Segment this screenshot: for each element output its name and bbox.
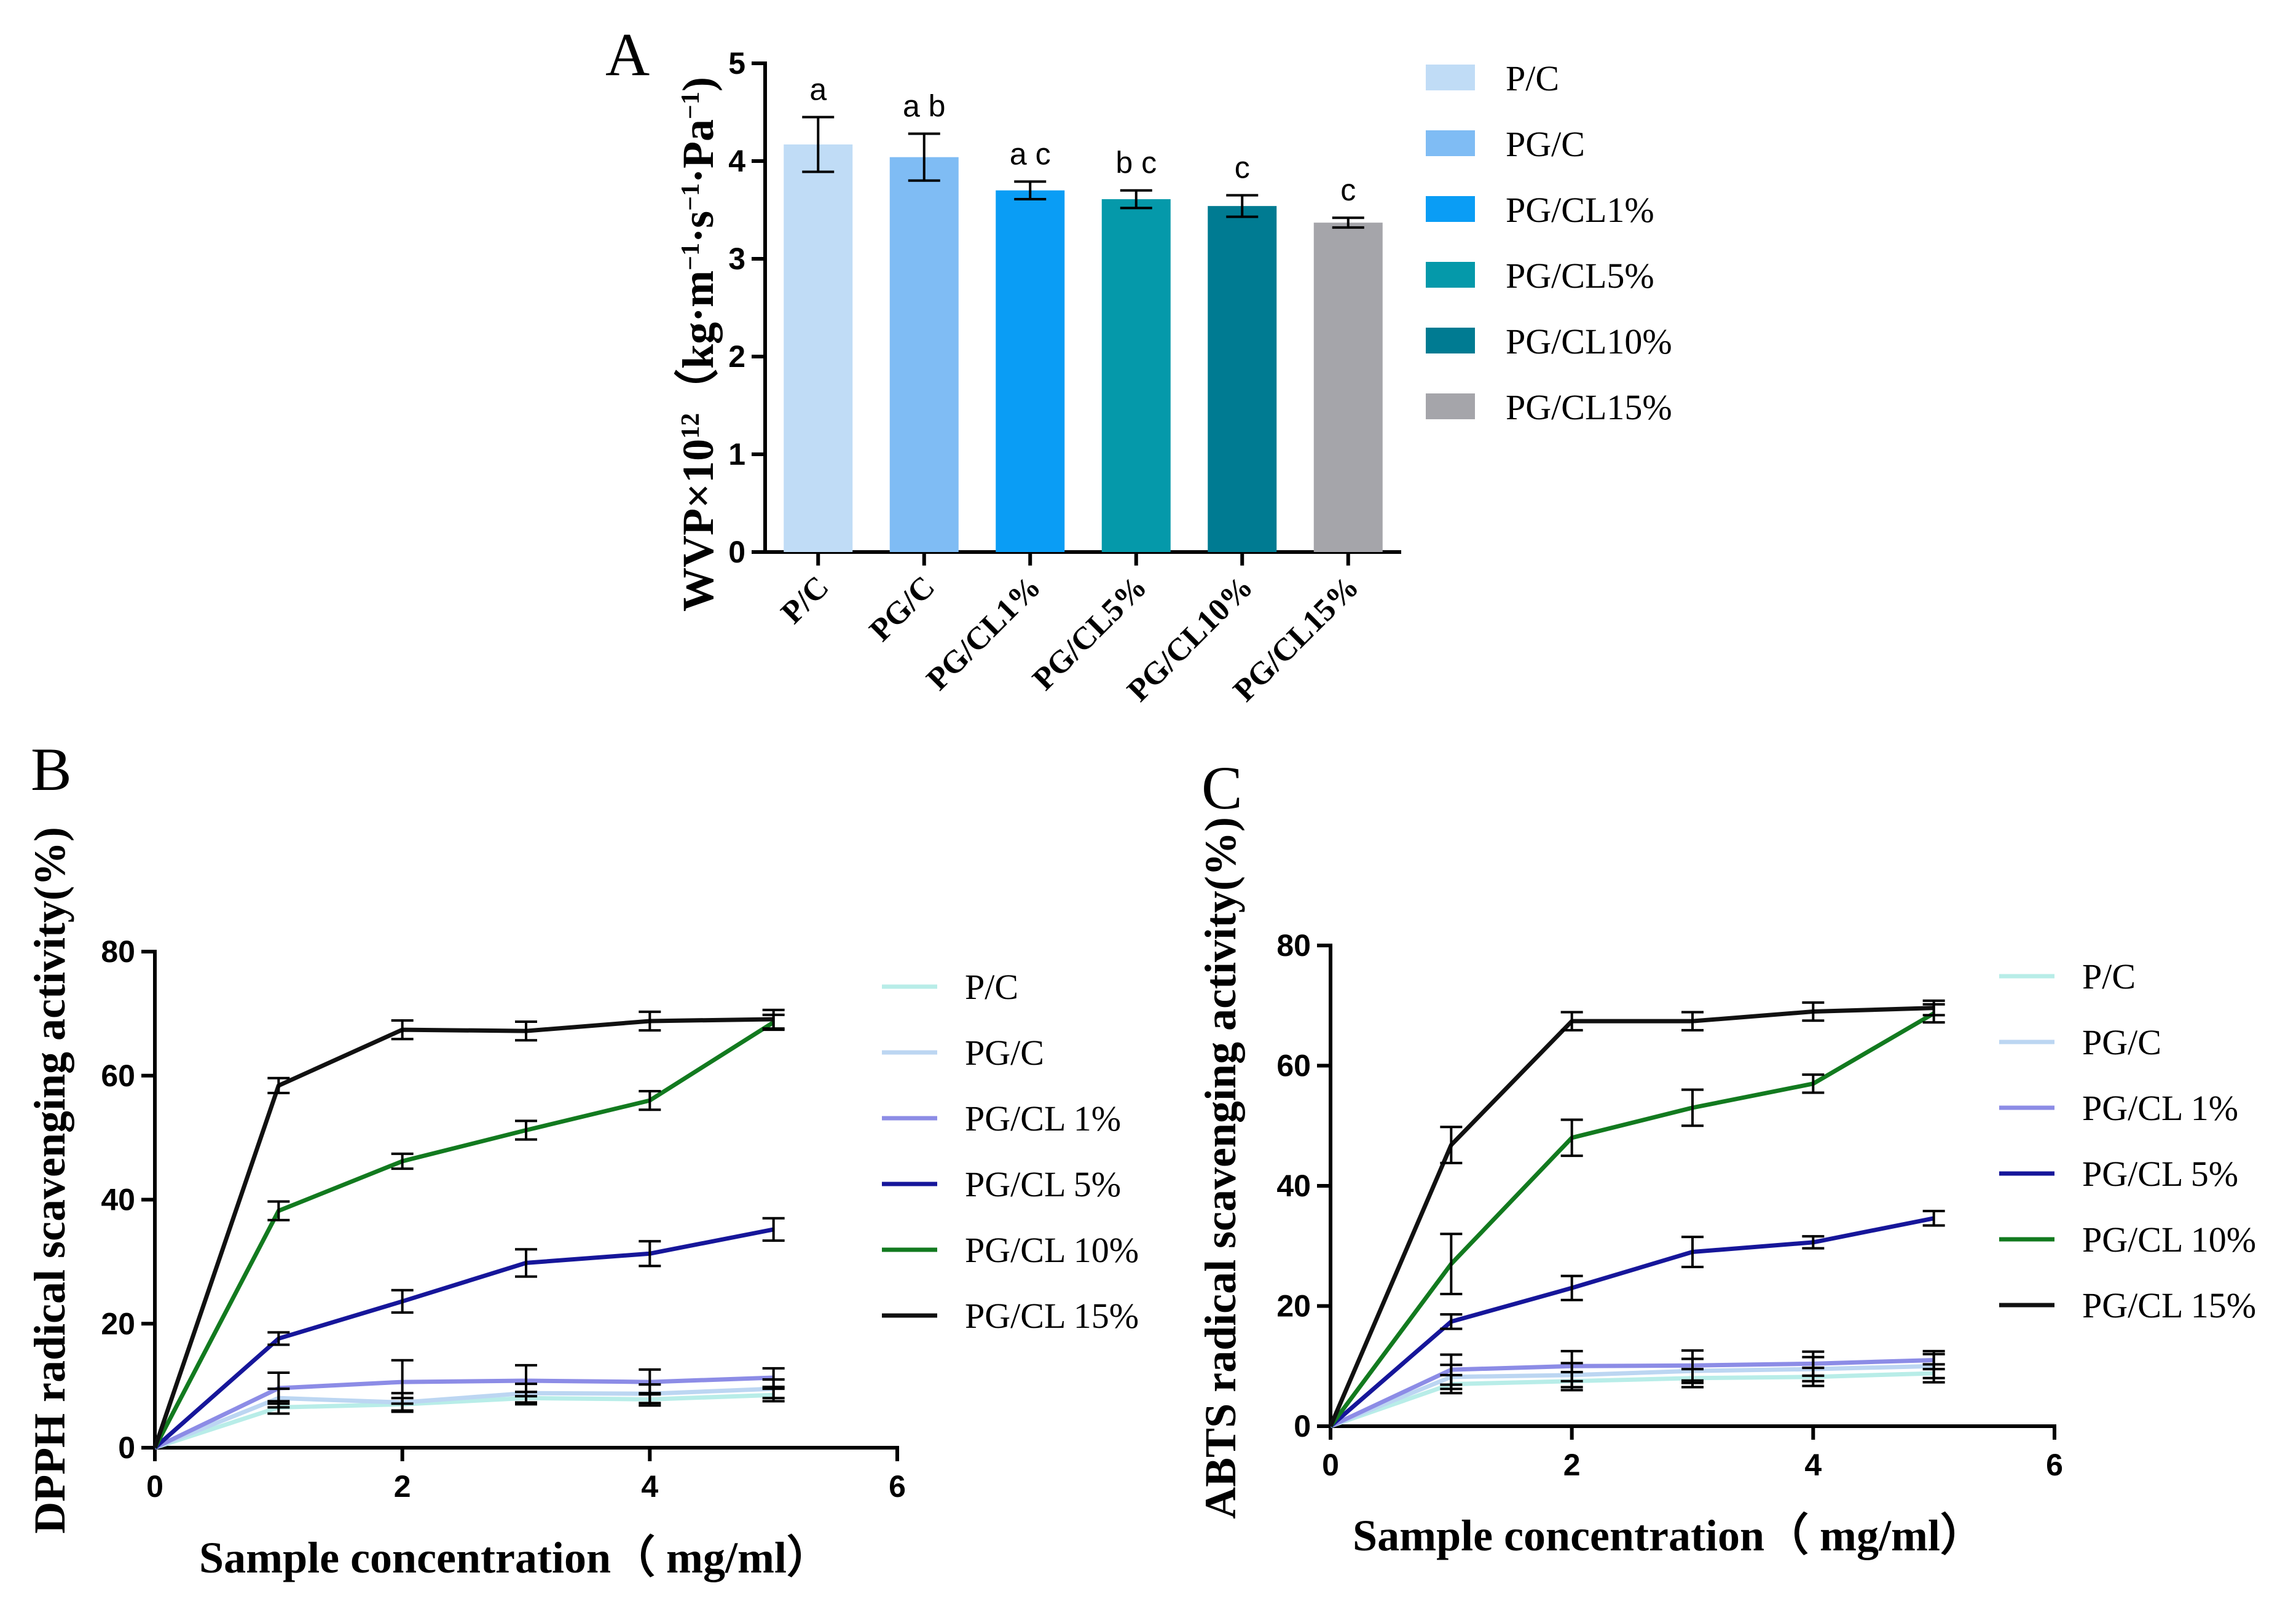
- panel-a-bar-pg-cl5: [1101, 199, 1171, 552]
- panel-c-series-line-pg-cl-10: [1329, 1011, 1935, 1428]
- panel-a-legend-label: PG/CL10%: [1506, 322, 1672, 361]
- panel-b-y-tick-label: 0: [118, 1430, 135, 1465]
- panel-b-x-tick-label: 0: [146, 1469, 163, 1504]
- panel-c-legend-label: PG/CL 15%: [2082, 1285, 2256, 1325]
- panel-b-y-tick-label: 60: [101, 1059, 135, 1093]
- panel-a-significance-label: a c: [1010, 136, 1051, 171]
- panel-a-y-tick-label: 0: [728, 535, 745, 569]
- panel-c-legend-label: PG/CL 1%: [2082, 1088, 2238, 1128]
- panel-c-y-tick-label: 80: [1276, 928, 1311, 963]
- panel-b-series-line-pg-c: [154, 1386, 774, 1450]
- panel-b-legend-label: PG/CL 10%: [965, 1230, 1139, 1270]
- panel-b-letter: B: [31, 735, 72, 803]
- panel-a-legend-label: PG/C: [1506, 124, 1585, 164]
- panel-b-legend-label: P/C: [965, 967, 1018, 1007]
- panel-a-bar-pg-cl1: [996, 190, 1065, 552]
- panel-a-legend-swatch: [1426, 130, 1475, 156]
- panel-c-letter: C: [1201, 754, 1243, 822]
- panel-c-y-tick-label: 0: [1294, 1409, 1311, 1443]
- panel-a-y-tick-label: 5: [728, 46, 745, 81]
- panel-c-legend-label: PG/CL 5%: [2082, 1154, 2238, 1194]
- panel-c-legend-label: P/C: [2082, 957, 2136, 996]
- panel-a-bar-pg-c: [889, 157, 959, 552]
- panel-c-series-line-pg-c: [1329, 1363, 1934, 1429]
- panel-c-legend-label: PG/CL 10%: [2082, 1220, 2256, 1260]
- panel-c-series-line-pg-cl-15: [1328, 1006, 1934, 1427]
- panel-b-x-tick-label: 6: [889, 1469, 906, 1504]
- panel-c-y-tick-label: 40: [1276, 1169, 1311, 1203]
- panel-a-legend-swatch: [1426, 65, 1475, 90]
- panel-a-x-tick-label: PG/C: [863, 569, 942, 648]
- panel-c-x-tick-label: 4: [1804, 1448, 1822, 1482]
- panel-c-x-tick-label: 0: [1322, 1448, 1339, 1482]
- panel-a-bar-pg-cl10: [1208, 206, 1277, 552]
- panel-b-y-tick-label: 40: [101, 1183, 135, 1217]
- panel-b-x-tick-label: 2: [394, 1469, 411, 1504]
- panel-c-y-axis-label: ABTS radical scavenging activity(%): [1196, 817, 1245, 1519]
- panel-b-series-line-pg-cl-5: [153, 1227, 774, 1450]
- panel-a-x-tick-label: PG/CL1%: [920, 569, 1048, 697]
- panel-c-x-tick-label: 2: [1563, 1448, 1581, 1482]
- panel-a-significance-label: c: [1340, 173, 1356, 207]
- panel-a-letter: A: [605, 20, 650, 89]
- panel-a-legend-label: PG/CL1%: [1506, 190, 1654, 230]
- panel-b-y-axis-label: DPPH radical scavenging activity(%): [25, 827, 74, 1534]
- panel-c-y-tick-label: 60: [1276, 1049, 1311, 1083]
- panel-c-line-chart: C ABTS radical scavenging activity(%) Sa…: [1196, 754, 2256, 1560]
- panel-b-series-line-pg-cl-10: [152, 1020, 775, 1449]
- panel-b-x-tick-label: 4: [641, 1469, 658, 1504]
- panel-c-x-axis-label: Sample concentration（ mg/ml）: [1353, 1511, 1984, 1560]
- panel-a-y-tick-label: 2: [728, 339, 745, 374]
- panel-c-series-line-pg-cl-1: [1329, 1357, 1934, 1429]
- panel-b-series-line-pg-cl-15: [152, 1017, 774, 1449]
- panel-a-legend-label: PG/CL5%: [1506, 256, 1654, 296]
- panel-b-series-line-p-c: [154, 1392, 774, 1450]
- panel-b-x-axis-label: Sample concentration（ mg/ml）: [199, 1533, 831, 1582]
- panel-c-legend-label: PG/C: [2082, 1022, 2161, 1062]
- panel-a-significance-label: c: [1235, 151, 1250, 185]
- panel-a-significance-label: a b: [903, 89, 946, 123]
- panel-a-significance-label: a: [809, 72, 827, 106]
- panel-c-y-tick-label: 20: [1276, 1289, 1311, 1324]
- panel-a-legend-swatch: [1426, 262, 1475, 288]
- panel-a-legend-swatch: [1426, 196, 1475, 222]
- panel-a-legend-label: PG/CL15%: [1506, 387, 1672, 427]
- panel-b-line-chart: B DPPH radical scavenging activity(%) Sa…: [25, 735, 1139, 1582]
- panel-a-bar-chart: A WVP×1012（kg·m−1·s−1·Pa−1) 0 1 2 3 4 5 a P/C a…: [605, 20, 1672, 708]
- panel-b-y-tick-label: 80: [101, 934, 135, 969]
- panel-b-series-line-pg-cl-1: [154, 1375, 774, 1450]
- panel-a-legend-label: P/C: [1506, 58, 1559, 98]
- panel-b-legend-label: PG/C: [965, 1033, 1044, 1073]
- panel-c-x-tick-label: 6: [2046, 1448, 2063, 1482]
- panel-c-series-line-p-c: [1329, 1371, 1934, 1429]
- panel-b-legend-label: PG/CL 15%: [965, 1296, 1139, 1336]
- panel-a-y-tick-label: 3: [728, 242, 745, 276]
- panel-a-y-axis-label: WVP×1012（kg·m−1·s−1·Pa−1): [674, 77, 723, 612]
- panel-b-legend-label: PG/CL 5%: [965, 1164, 1121, 1204]
- panel-a-bar-pg-cl15: [1313, 223, 1383, 552]
- panel-a-y-tick-label: 4: [728, 144, 745, 178]
- panel-c-series-line-pg-cl-5: [1329, 1216, 1935, 1428]
- panel-a-bar-p-c: [784, 144, 853, 553]
- panel-a-legend-swatch: [1426, 328, 1475, 353]
- panel-a-legend-swatch: [1426, 393, 1475, 419]
- panel-a-y-tick-label: 1: [728, 437, 745, 472]
- panel-b-legend-label: PG/CL 1%: [965, 1099, 1121, 1138]
- panel-a-x-tick-label: P/C: [774, 569, 836, 631]
- panel-b-y-tick-label: 20: [101, 1306, 135, 1341]
- panel-a-significance-label: b c: [1115, 146, 1157, 180]
